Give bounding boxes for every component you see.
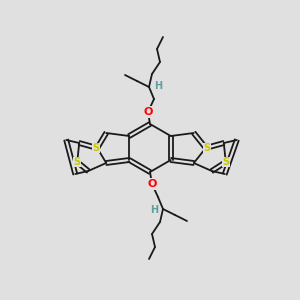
Text: O: O xyxy=(143,107,153,117)
Text: S: S xyxy=(93,143,100,153)
Text: H: H xyxy=(150,205,158,215)
Text: O: O xyxy=(147,179,157,189)
Text: S: S xyxy=(222,157,229,167)
Text: H: H xyxy=(154,81,162,91)
Text: S: S xyxy=(74,157,81,167)
Text: S: S xyxy=(203,143,210,153)
